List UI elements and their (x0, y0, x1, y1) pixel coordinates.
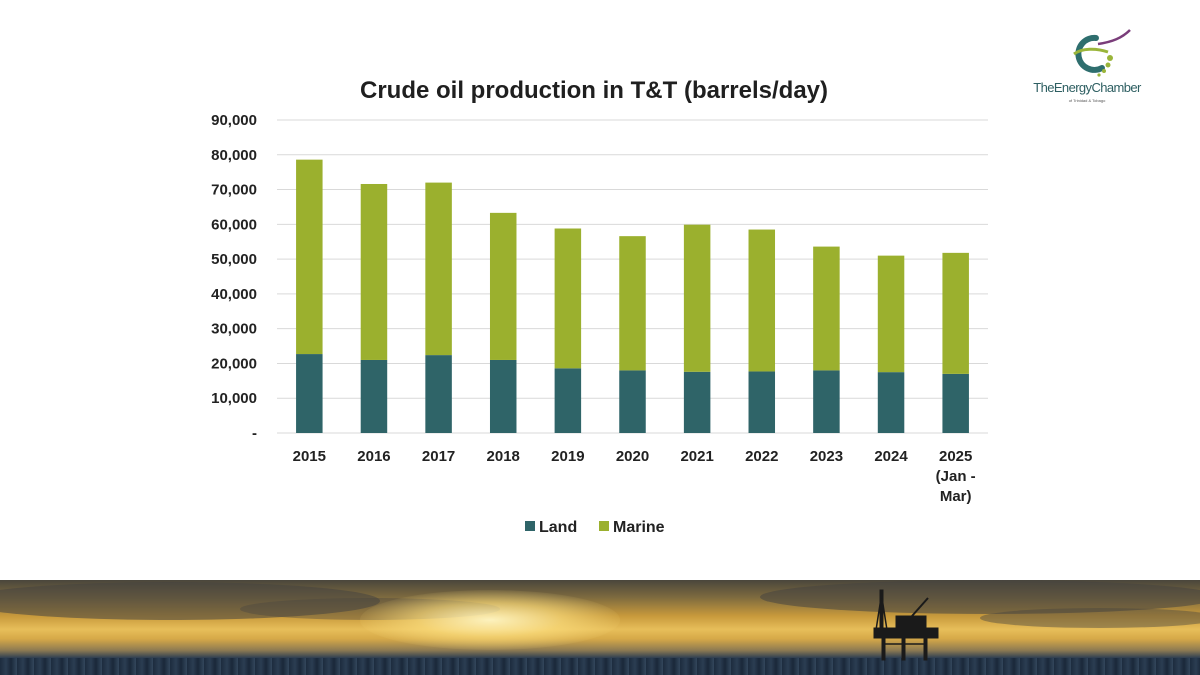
y-tick-label: 50,000 (211, 251, 257, 268)
logo-mark-icon (1073, 29, 1131, 77)
x-tick-label: 2018 (487, 448, 520, 465)
y-axis-ticks: - 10,000 20,000 30,000 40,000 50,000 60,000 70,… (211, 112, 257, 442)
bar-marine-2019 (554, 228, 582, 369)
cloud (0, 582, 380, 620)
x-axis-ticks: 2015 2016 2017 2018 2019 2020 2021 2022 2023 2024… (293, 448, 976, 505)
bar-marine-2025 (942, 252, 969, 374)
bar-land-2015 (296, 354, 323, 433)
x-tick-label: 2016 (357, 448, 390, 465)
bar-marine-2022 (748, 229, 776, 372)
bar-marine-2015 (296, 159, 323, 355)
sun-glow (360, 590, 620, 650)
bar-land-2022 (748, 371, 776, 433)
energy-chamber-logo: TheEnergyChamber of Trinidad & Tobago (1012, 24, 1162, 116)
x-tick-label: 2020 (616, 448, 649, 465)
offshore-oil-rig-icon (873, 589, 939, 661)
cloud (760, 580, 1200, 614)
bar-marine-2018 (489, 212, 517, 360)
x-tick-label: 2024 (874, 448, 908, 465)
x-tick-label: 2025 (Jan -Mar) (936, 448, 976, 505)
y-tick-label: 80,000 (211, 147, 257, 164)
cloud (980, 608, 1200, 628)
bar-land-2019 (554, 368, 582, 433)
bar-land-2024 (877, 372, 905, 433)
y-tick-label: 30,000 (211, 321, 257, 338)
x-tick-label: 2022 (745, 448, 778, 465)
y-tick-label: - (252, 425, 257, 442)
bar-marine-2024 (877, 255, 905, 373)
x-tick-label: 2023 (810, 448, 843, 465)
bar-land-2025 (942, 373, 969, 433)
bar-marine-2017 (425, 182, 452, 356)
bar-land-2023 (813, 370, 840, 433)
bars (296, 159, 969, 433)
y-tick-label: 60,000 (211, 216, 257, 233)
y-tick-label: 90,000 (211, 112, 257, 129)
bar-marine-2023 (813, 246, 840, 371)
legend-swatch-marine (599, 521, 609, 531)
logo-text: TheEnergyChamber (1033, 80, 1141, 95)
y-tick-label: 10,000 (211, 390, 257, 407)
chart-title: Crude oil production in T&T (barrels/day… (360, 77, 828, 104)
legend-label-marine: Marine (613, 519, 665, 536)
x-tick-label: 2015 (293, 448, 326, 465)
bar-land-2016 (360, 359, 388, 433)
bar-land-2020 (619, 370, 646, 433)
y-tick-label: 40,000 (211, 286, 257, 303)
legend: Land Marine (525, 519, 665, 536)
legend-label-land: Land (539, 519, 577, 536)
bar-marine-2016 (360, 183, 388, 360)
bar-land-2017 (425, 355, 452, 433)
bar-land-2018 (489, 359, 517, 433)
sunset-sea-banner (0, 580, 1200, 675)
y-tick-label: 70,000 (211, 182, 257, 199)
sea (0, 658, 1200, 675)
x-tick-label: 2017 (422, 448, 455, 465)
y-tick-label: 20,000 (211, 355, 257, 372)
logo-subtitle: of Trinidad & Tobago (1068, 98, 1106, 103)
bar-land-2021 (683, 371, 711, 433)
legend-swatch-land (525, 521, 535, 531)
x-tick-label: 2019 (551, 448, 584, 465)
bar-marine-2020 (619, 236, 646, 371)
x-tick-label: 2021 (680, 448, 713, 465)
bar-marine-2021 (683, 224, 711, 372)
